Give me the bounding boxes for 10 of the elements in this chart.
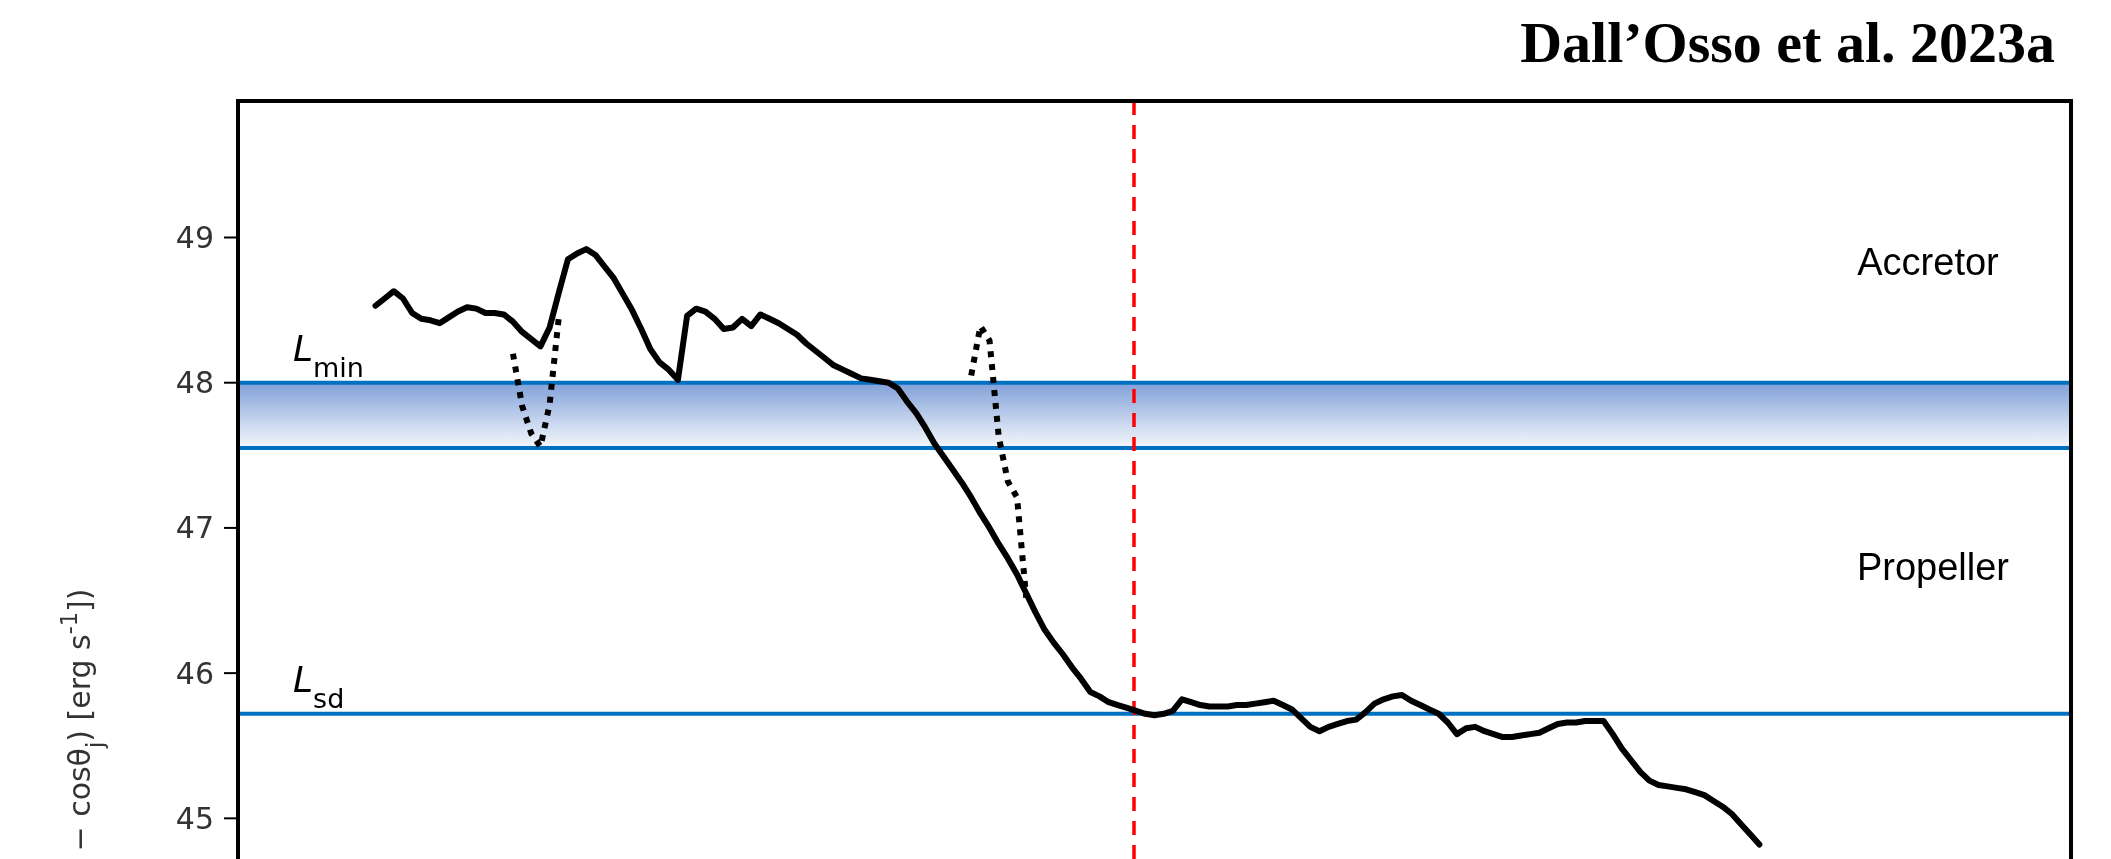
y-tick-label: 48 (175, 365, 214, 401)
annotation: Accretor (1857, 241, 2000, 283)
y-tick-label: 45 (175, 800, 214, 836)
y-tick-label: 49 (175, 220, 214, 255)
y-tick-label: 47 (175, 510, 214, 546)
chart-title: Dall’Osso et al. 2023a (1520, 10, 2055, 75)
ref-line-label: L$_{min}$ (293, 327, 364, 383)
annotation: Propeller (1856, 546, 2010, 588)
y-tick-label: 46 (175, 655, 214, 691)
ref-line-label: L$_{sd}$ (293, 658, 345, 714)
